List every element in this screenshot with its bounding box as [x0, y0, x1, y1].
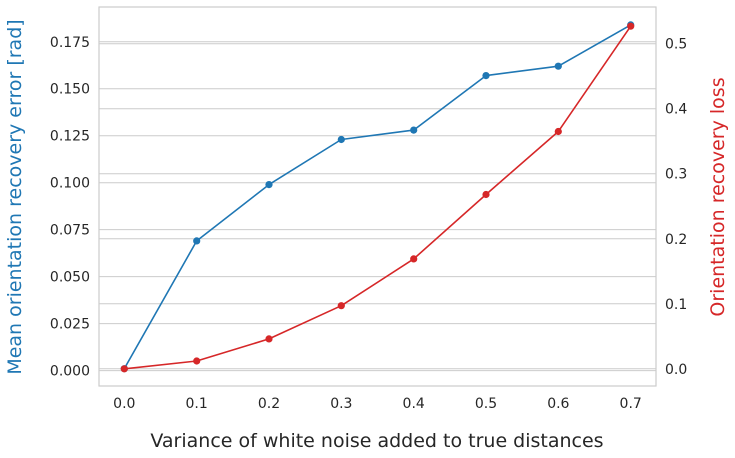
- loss-data-point: [337, 302, 345, 310]
- loss-data-point: [410, 255, 418, 263]
- x-tick-label: 0.0: [113, 396, 135, 412]
- right-y-axis-title: Orientation recovery loss: [707, 77, 729, 316]
- x-tick-label: 0.4: [403, 396, 425, 412]
- error-data-point: [554, 62, 562, 70]
- left-y-tick-label: 0.075: [50, 223, 90, 239]
- error-data-point: [410, 126, 418, 134]
- right-y-tick-label: 0.3: [665, 167, 687, 183]
- left-y-tick-label: 0.125: [50, 129, 90, 145]
- left-y-tick-label: 0.025: [50, 317, 90, 333]
- left-y-axis-title: Mean orientation recovery error [rad]: [4, 19, 26, 374]
- x-tick-label: 0.1: [186, 396, 208, 412]
- loss-data-point: [120, 365, 128, 373]
- loss-data-point: [482, 190, 490, 199]
- x-tick-label: 0.3: [330, 396, 352, 412]
- loss-data-point: [554, 127, 562, 136]
- loss-data-point: [265, 335, 273, 343]
- error-data-point: [193, 237, 201, 245]
- ticks-layer: 0.000 0.025 0.050 0.075 0.100 0.125 0.150 0.175…: [50, 35, 687, 412]
- loss-series-line: [124, 25, 632, 370]
- right-y-tick-label: 0.5: [665, 37, 687, 53]
- error-data-point: [337, 135, 345, 144]
- left-y-tick-label: 0.175: [50, 35, 90, 51]
- series-layer: [120, 21, 635, 373]
- x-tick-label: 0.2: [258, 396, 280, 412]
- left-y-tick-label: 0.050: [50, 270, 90, 286]
- x-tick-label: 0.6: [547, 396, 569, 412]
- x-tick-label: 0.5: [475, 396, 497, 412]
- grid-layer: [99, 41, 656, 372]
- right-y-tick-label: 0.0: [665, 362, 687, 378]
- loss-data-point: [627, 22, 635, 30]
- loss-data-point: [193, 357, 201, 365]
- plot-frame: [98, 6, 657, 387]
- error-data-point: [482, 72, 490, 80]
- left-y-tick-label: 0.100: [50, 176, 90, 192]
- x-tick-label: 0.7: [620, 396, 642, 412]
- right-y-tick-label: 0.4: [665, 102, 687, 118]
- x-axis-title: Variance of white noise added to true di…: [150, 430, 603, 452]
- error-data-point: [265, 181, 273, 189]
- left-y-tick-label: 0.150: [50, 82, 90, 98]
- right-y-tick-label: 0.2: [665, 232, 687, 248]
- left-y-tick-label: 0.000: [50, 364, 90, 380]
- error-series-line: [123, 24, 632, 370]
- right-y-tick-label: 0.1: [665, 297, 687, 313]
